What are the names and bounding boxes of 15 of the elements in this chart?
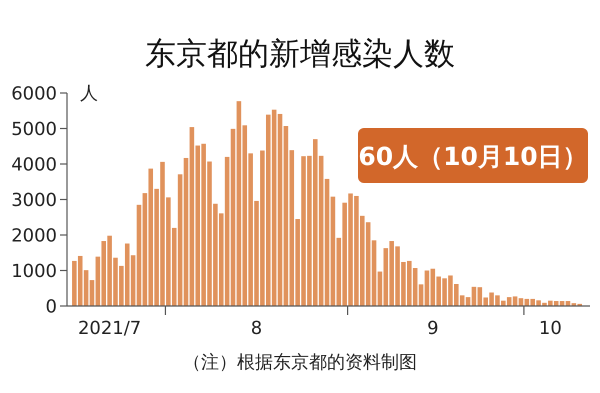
y-tick-label: 3000 xyxy=(11,190,57,211)
y-tick-label: 4000 xyxy=(11,154,57,176)
chart-title: 东京都的新增感染人数 xyxy=(145,36,455,72)
x-tick-label: 10 xyxy=(538,318,562,339)
annotation: 60人（10月10日） xyxy=(358,142,588,171)
x-tick-label: 8 xyxy=(250,318,262,339)
y-tick-label: 0 xyxy=(46,296,57,318)
y-tick-label: 1000 xyxy=(11,260,57,282)
y-tick-label: 6000 xyxy=(11,83,57,104)
y-tick-label: 5000 xyxy=(11,118,57,140)
y-tick-label: 2000 xyxy=(11,225,57,246)
x-tick-label: 2021/7 xyxy=(78,318,142,339)
x-tick-label: 9 xyxy=(427,318,439,339)
y-axis-title: 人 xyxy=(80,83,98,104)
text: （注）根据东京都的资料制图 xyxy=(183,352,417,373)
